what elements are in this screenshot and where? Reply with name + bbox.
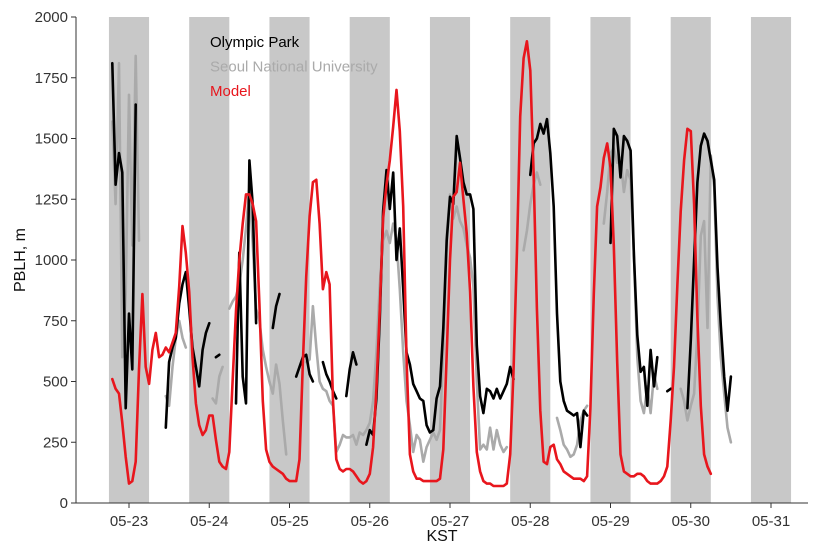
series-line-segment: [271, 292, 281, 330]
x-tick-label: 05-29: [591, 513, 629, 530]
series-line-segment: [609, 127, 659, 408]
shaded-period: [269, 17, 310, 503]
series-olympic-park: [111, 61, 733, 449]
series-line-segment: [164, 270, 211, 430]
x-tick-label: 05-26: [351, 513, 389, 530]
x-tick-label: 05-30: [672, 513, 710, 530]
x-tick-label: 05-25: [270, 513, 308, 530]
y-tick-label: 750: [43, 313, 68, 330]
shaded-period: [189, 17, 230, 503]
series-line-segment: [344, 350, 358, 398]
x-ticks: 05-23 05-24 05-25 05-26 05-27 05-28 05-29 05-30…: [110, 503, 790, 530]
x-tick-label: 05-24: [190, 513, 228, 530]
legend: Olympic Park Seoul National University Mod…: [210, 34, 378, 100]
y-ticks: 0 250 500 750 1000 1250 1500 1750 2000: [35, 9, 76, 512]
y-tick-label: 1500: [35, 131, 68, 148]
series-line-segment: [528, 117, 589, 449]
x-tick-label: 05-31: [752, 513, 790, 530]
x-tick-label: 05-28: [511, 513, 549, 530]
shaded-period: [108, 17, 150, 503]
shaded-period: [590, 17, 631, 503]
y-tick-label: 0: [60, 495, 68, 512]
series-line-segment: [111, 39, 713, 488]
shaded-period: [750, 17, 792, 503]
series-line-segment: [321, 360, 338, 400]
series-line-segment: [304, 193, 509, 464]
legend-entry: Seoul National University: [210, 59, 378, 76]
y-tick-label: 1250: [35, 191, 68, 208]
series-line-segment: [665, 387, 673, 393]
y-tick-label: 1750: [35, 70, 68, 87]
series-line-segment: [214, 353, 221, 359]
legend-entry: Model: [210, 83, 251, 100]
y-tick-label: 500: [43, 374, 68, 391]
x-tick-label: 05-27: [431, 513, 469, 530]
y-tick-label: 250: [43, 434, 68, 451]
y-tick-label: 1000: [35, 252, 68, 269]
series-lines: [111, 39, 733, 488]
y-axis-title: PBLH, m: [12, 228, 29, 292]
x-tick-label: 05-23: [110, 513, 148, 530]
series-line-segment: [679, 154, 733, 444]
series-line-segment: [294, 353, 315, 383]
x-axis-title: KST: [426, 528, 457, 545]
series-line-segment: [111, 61, 137, 410]
y-tick-label: 2000: [35, 9, 68, 26]
legend-entry: Olympic Park: [210, 34, 300, 51]
series-model: [111, 39, 713, 488]
series-line-segment: [522, 171, 542, 252]
series-line-segment: [365, 134, 515, 447]
series-line-segment: [211, 365, 224, 405]
